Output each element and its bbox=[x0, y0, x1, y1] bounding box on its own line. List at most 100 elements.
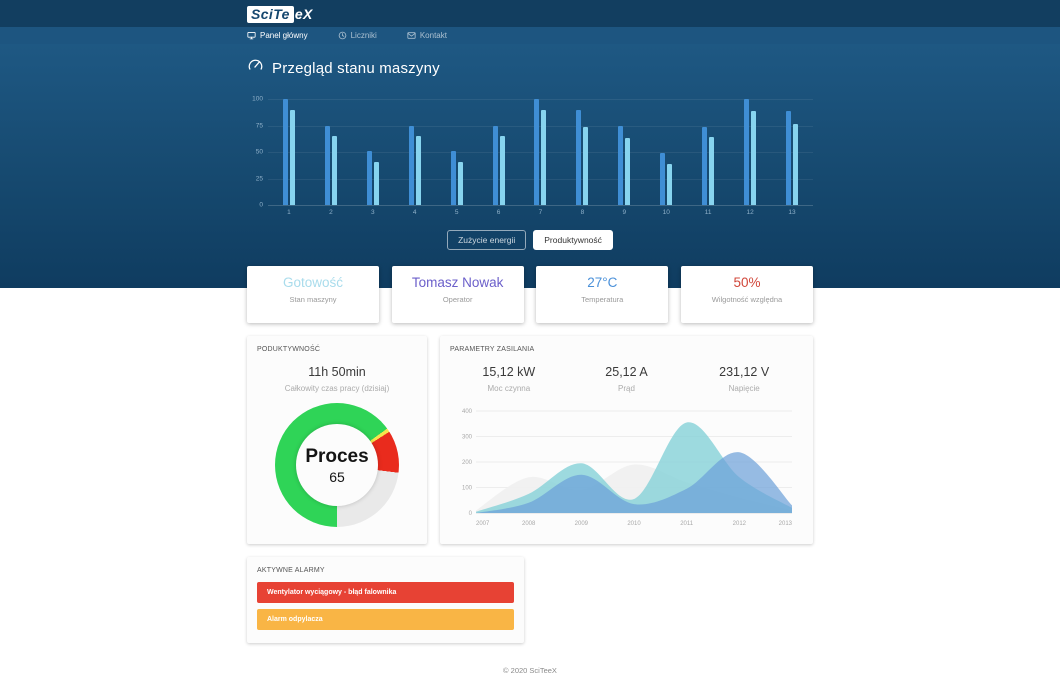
work-time-label: Całkowity czas pracy (dzisiaj) bbox=[284, 384, 390, 393]
gridline bbox=[268, 99, 813, 100]
bar bbox=[534, 99, 540, 205]
logo[interactable]: SciTe eX bbox=[247, 5, 313, 23]
productivity-panel: PODUKTYWNOŚĆ 11h 50min Całkowity czas pr… bbox=[247, 336, 427, 544]
alarm-item: Wentylator wyciągowy - błąd falownika bbox=[257, 582, 514, 603]
gridline bbox=[268, 125, 813, 127]
work-time-value: 11h 50min bbox=[308, 365, 366, 379]
envelope-icon bbox=[407, 31, 416, 40]
panel-header: PODUKTYWNOŚĆ bbox=[257, 346, 321, 353]
bar bbox=[576, 109, 582, 205]
stat-value: 231,12 V bbox=[719, 365, 770, 379]
bar-group bbox=[268, 99, 310, 205]
stat-label: Prąd bbox=[618, 384, 635, 393]
nav-item-kontakt[interactable]: Kontakt bbox=[407, 31, 447, 40]
nav-item-liczniki[interactable]: Liczniki bbox=[338, 31, 377, 40]
bar-group bbox=[687, 99, 729, 205]
bar bbox=[702, 126, 708, 205]
power-stat-active-power: 15,12 kW Moc czynna bbox=[450, 365, 568, 393]
svg-text:0: 0 bbox=[469, 511, 473, 517]
power-stat-current: 25,12 A Prąd bbox=[568, 365, 686, 393]
productivity-button[interactable]: Produktywność bbox=[533, 230, 613, 250]
footer-copyright: © 2020 SciTeeX bbox=[503, 666, 557, 675]
x-axis-tick: 2 bbox=[329, 209, 333, 216]
bar bbox=[786, 110, 792, 205]
power-stat-voltage: 231,12 V Napięcie bbox=[685, 365, 803, 393]
chart-toggle-buttons: Zużycie energii Produktywność bbox=[247, 230, 813, 250]
bar bbox=[583, 126, 589, 205]
bar bbox=[793, 124, 799, 205]
machine-status-bar-chart: 0 25 50 75 100 1 2 3 4 5 6 7 8 9 10 11 12 13 bbox=[247, 96, 813, 216]
nav-item-label: Kontakt bbox=[419, 31, 447, 40]
power-stats-row: 15,12 kW Moc czynna 25,12 A Prąd 231,12 … bbox=[450, 365, 803, 393]
svg-text:2009: 2009 bbox=[575, 521, 589, 527]
panel-header: PARAMETRY ZASILANIA bbox=[450, 346, 535, 353]
card-label: Wilgotność względna bbox=[711, 295, 783, 304]
stat-label: Napięcie bbox=[728, 384, 760, 393]
active-alarms-panel: AKTYWNE ALARMY Wentylator wyciągowy - bł… bbox=[247, 557, 524, 643]
x-axis-tick: 10 bbox=[662, 209, 670, 216]
bar bbox=[373, 161, 379, 205]
alarm-list: Wentylator wyciągowy - błąd falownika Al… bbox=[257, 582, 514, 630]
y-axis-tick: 50 bbox=[255, 148, 263, 156]
bar bbox=[282, 99, 288, 205]
bar bbox=[499, 136, 505, 205]
card-label: Stan maszyny bbox=[289, 295, 337, 304]
x-axis-tick: 8 bbox=[580, 209, 585, 216]
bar bbox=[492, 125, 498, 205]
bar-group bbox=[561, 99, 603, 205]
x-axis-tick: 5 bbox=[454, 209, 459, 216]
card-value: Gotowość bbox=[282, 275, 344, 290]
logo-secondary: eX bbox=[294, 5, 313, 22]
status-card-humidity: 50% Wilgotność względna bbox=[680, 266, 813, 323]
donut-center: Proces 65 bbox=[296, 424, 378, 506]
x-axis-tick: 11 bbox=[704, 209, 712, 216]
gridline bbox=[268, 178, 813, 180]
x-axis-tick: 6 bbox=[496, 209, 501, 216]
svg-text:400: 400 bbox=[462, 409, 473, 415]
bar bbox=[457, 161, 463, 205]
process-donut-chart: Proces 65 bbox=[275, 403, 399, 527]
card-value: Tomasz Nowak bbox=[411, 275, 504, 290]
status-card-machine-state: Gotowość Stan maszyny bbox=[247, 266, 379, 323]
bar bbox=[450, 150, 456, 205]
energy-usage-button[interactable]: Zużycie energii bbox=[447, 230, 527, 250]
bar bbox=[289, 109, 295, 205]
y-axis-tick: 0 bbox=[259, 201, 263, 209]
bar-group bbox=[520, 99, 562, 205]
nav-item-label: Panel główny bbox=[260, 31, 308, 40]
bar-group bbox=[771, 99, 813, 205]
stat-value: 25,12 A bbox=[605, 365, 648, 379]
bar bbox=[660, 153, 666, 205]
alarm-item: Alarm odpylacza bbox=[257, 609, 514, 630]
bar-chart-plot: 0 25 50 75 100 bbox=[252, 96, 813, 209]
main-nav: Panel główny Liczniki Kontakt bbox=[0, 27, 1060, 44]
bar bbox=[541, 109, 547, 205]
svg-text:2010: 2010 bbox=[627, 521, 641, 527]
bar-group bbox=[645, 99, 687, 205]
bar bbox=[751, 110, 757, 205]
y-axis-tick: 100 bbox=[252, 95, 263, 103]
bar-chart-categories: 1 2 3 4 5 6 7 8 9 10 11 12 13 bbox=[268, 209, 813, 216]
svg-text:2007: 2007 bbox=[476, 521, 490, 527]
status-card-temperature: 27°C Temperatura bbox=[536, 266, 669, 323]
y-axis-tick: 25 bbox=[255, 175, 263, 182]
svg-text:200: 200 bbox=[462, 460, 473, 466]
svg-text:2011: 2011 bbox=[680, 521, 694, 527]
gridline bbox=[268, 205, 813, 206]
status-cards-row: Gotowość Stan maszyny Tomasz Nowak Opera… bbox=[247, 266, 813, 323]
x-axis-tick: 9 bbox=[622, 209, 627, 216]
bar bbox=[618, 125, 624, 205]
card-label: Temperatura bbox=[581, 295, 624, 304]
panel-header: AKTYWNE ALARMY bbox=[257, 567, 325, 574]
power-parameters-panel: PARAMETRY ZASILANIA 15,12 kW Moc czynna … bbox=[440, 336, 813, 544]
card-label: Operator bbox=[442, 295, 473, 304]
logo-primary: SciTe bbox=[247, 5, 294, 23]
stat-value: 15,12 kW bbox=[482, 365, 536, 379]
svg-text:2008: 2008 bbox=[522, 521, 536, 527]
nav-item-panel-glowny[interactable]: Panel główny bbox=[247, 31, 308, 40]
clock-icon bbox=[338, 31, 347, 40]
page-title-row: Przegląd stanu maszyny bbox=[247, 44, 813, 79]
bar bbox=[331, 136, 337, 205]
svg-text:300: 300 bbox=[462, 435, 473, 441]
